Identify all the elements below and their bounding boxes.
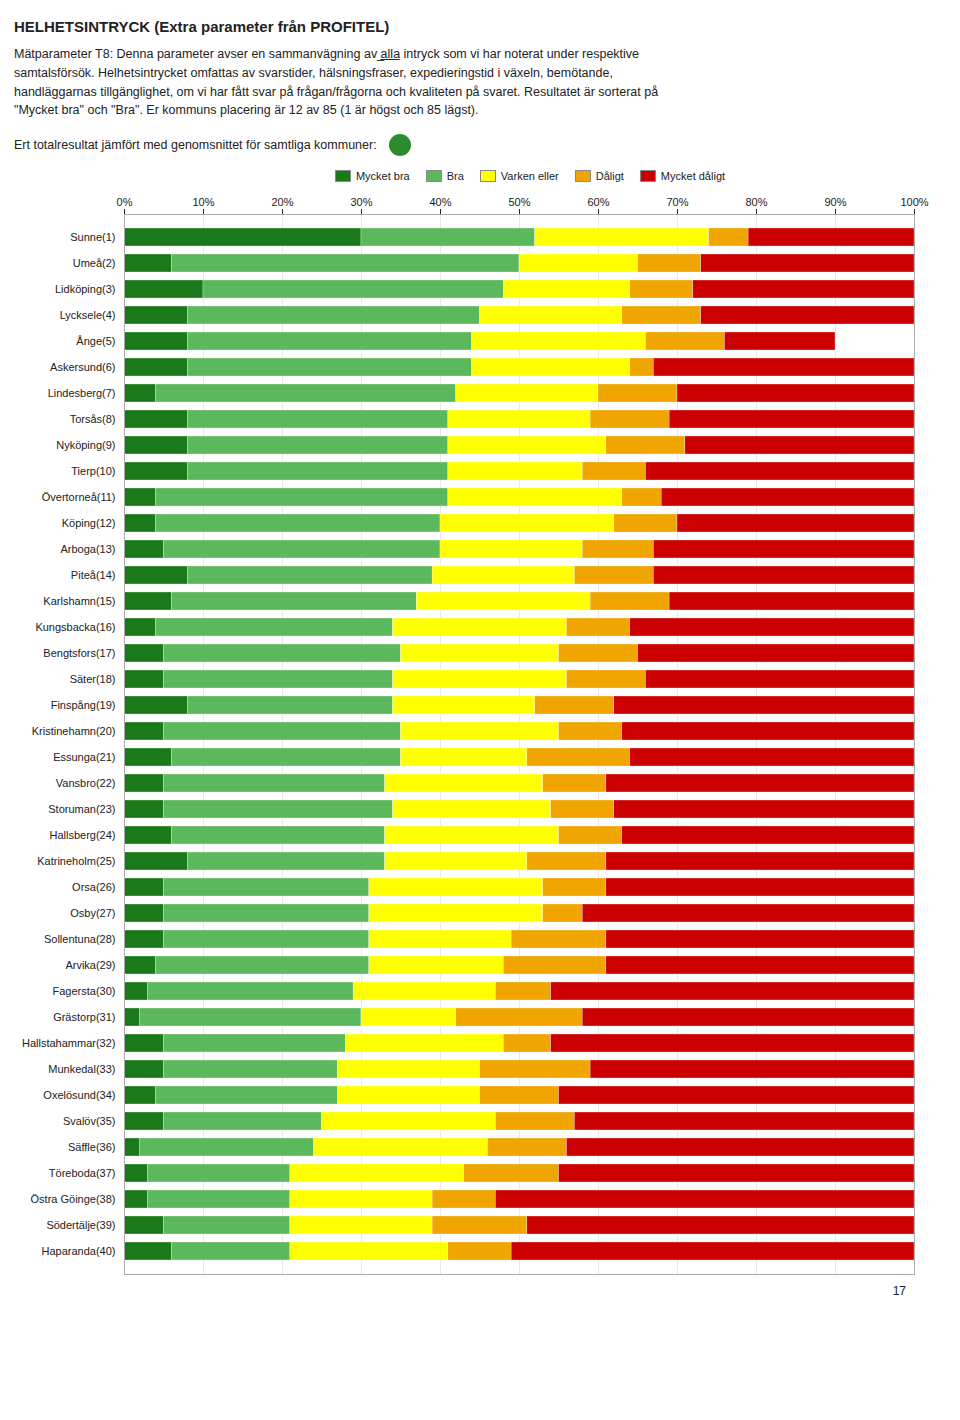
- svg-text:Bengtsfors(17): Bengtsfors(17): [43, 647, 115, 659]
- svg-text:Grästorp(31): Grästorp(31): [53, 1011, 115, 1023]
- svg-text:100%: 100%: [900, 196, 928, 208]
- svg-text:Sollentuna(28): Sollentuna(28): [44, 933, 116, 945]
- svg-text:Orsa(26): Orsa(26): [72, 881, 115, 893]
- html-text:Mycket dåligt: Mycket dåligt: [660, 170, 726, 182]
- html-text:Mycket bra: Mycket bra: [355, 170, 410, 182]
- svg-text:70%: 70%: [666, 196, 688, 208]
- svg-text:Lindesberg(7): Lindesberg(7): [48, 387, 116, 399]
- svg-text:Nyköping(9): Nyköping(9): [56, 439, 115, 451]
- svg-text:Katrineholm(25): Katrineholm(25): [37, 855, 115, 867]
- svg-text:30%: 30%: [350, 196, 372, 208]
- svg-text:Munkedal(33): Munkedal(33): [48, 1063, 115, 1075]
- svg-text:80%: 80%: [745, 196, 767, 208]
- svg-text:Hallstahammar(32): Hallstahammar(32): [22, 1037, 116, 1049]
- html-text:Varken eller: Varken eller: [500, 170, 559, 182]
- svg-text:Svalöv(35): Svalöv(35): [63, 1115, 116, 1127]
- svg-text:Vansbro(22): Vansbro(22): [56, 777, 116, 789]
- svg-text:Lycksele(4): Lycksele(4): [60, 309, 116, 321]
- svg-text:Oxelösund(34): Oxelösund(34): [43, 1089, 115, 1101]
- svg-text:Haparanda(40): Haparanda(40): [42, 1245, 116, 1257]
- svg-text:Sunne(1): Sunne(1): [70, 231, 115, 243]
- svg-text:Hallsberg(24): Hallsberg(24): [49, 829, 115, 841]
- html-text:17: 17: [892, 1284, 906, 1298]
- svg-text:0%: 0%: [117, 196, 133, 208]
- svg-text:Osby(27): Osby(27): [70, 907, 115, 919]
- svg-text:Lidköping(3): Lidköping(3): [55, 283, 116, 295]
- svg-text:Ånge(5): Ånge(5): [76, 335, 115, 347]
- svg-text:Övertorneå(11): Övertorneå(11): [42, 491, 116, 503]
- svg-text:Säter(18): Säter(18): [70, 673, 116, 685]
- html-text:Mätparameter T8: Denna paramet: Mätparameter T8: Denna parameter avser e…: [14, 47, 659, 118]
- html-text:Bra: Bra: [446, 170, 464, 182]
- svg-text:Askersund(6): Askersund(6): [50, 361, 115, 373]
- svg-text:Östra Göinge(38): Östra Göinge(38): [31, 1193, 116, 1205]
- svg-text:Töreboda(37): Töreboda(37): [49, 1167, 116, 1179]
- svg-text:Arvika(29): Arvika(29): [65, 959, 115, 971]
- svg-text:Södertälje(39): Södertälje(39): [46, 1219, 115, 1231]
- svg-text:Tierp(10): Tierp(10): [71, 465, 115, 477]
- svg-text:Piteå(14): Piteå(14): [71, 569, 116, 581]
- html-text:Dåligt: Dåligt: [595, 170, 624, 182]
- svg-text:Torsås(8): Torsås(8): [70, 413, 116, 425]
- html-text:HELHETSINTRYCK (Extra paramete: HELHETSINTRYCK (Extra parameter från PRO…: [14, 18, 390, 35]
- svg-text:Kungsbacka(16): Kungsbacka(16): [35, 621, 115, 633]
- svg-text:40%: 40%: [429, 196, 451, 208]
- svg-text:Arboga(13): Arboga(13): [60, 543, 115, 555]
- svg-text:10%: 10%: [192, 196, 214, 208]
- svg-text:Finspång(19): Finspång(19): [51, 699, 116, 711]
- svg-text:Fagersta(30): Fagersta(30): [53, 985, 116, 997]
- svg-text:50%: 50%: [508, 196, 530, 208]
- svg-text:Karlshamn(15): Karlshamn(15): [43, 595, 115, 607]
- svg-text:Essunga(21): Essunga(21): [53, 751, 115, 763]
- svg-text:Storuman(23): Storuman(23): [48, 803, 115, 815]
- svg-text:60%: 60%: [587, 196, 609, 208]
- svg-text:Kristinehamn(20): Kristinehamn(20): [32, 725, 116, 737]
- html-text:Ert totalresultat jämfört med: Ert totalresultat jämfört med genomsnitt…: [14, 138, 377, 152]
- svg-text:Köping(12): Köping(12): [62, 517, 116, 529]
- svg-text:Säffle(36): Säffle(36): [68, 1141, 116, 1153]
- svg-text:Umeå(2): Umeå(2): [73, 257, 116, 269]
- svg-text:90%: 90%: [824, 196, 846, 208]
- svg-text:20%: 20%: [271, 196, 293, 208]
